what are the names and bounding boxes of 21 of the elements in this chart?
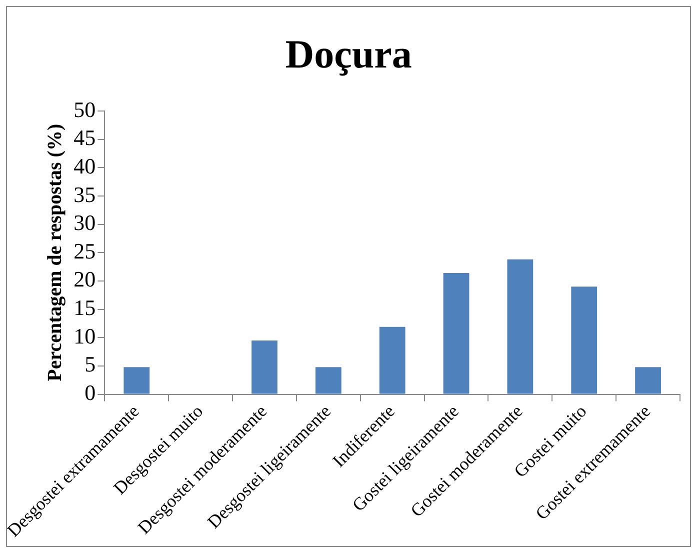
y-axis-title: Percentagem de respostas (%) xyxy=(44,124,66,382)
y-tick-label: 10 xyxy=(74,323,96,348)
y-tick-label: 20 xyxy=(74,266,96,292)
bar xyxy=(635,367,661,394)
y-tick-label: 35 xyxy=(74,182,96,207)
bar xyxy=(379,326,406,394)
y-tick-label: 5 xyxy=(84,352,96,377)
y-tick-label: 50 xyxy=(74,96,96,122)
bar xyxy=(252,340,278,394)
y-tick-label: 30 xyxy=(74,210,96,236)
y-tick-label: 0 xyxy=(84,380,96,406)
bar xyxy=(124,367,150,394)
bar xyxy=(443,273,470,394)
bar xyxy=(571,286,598,394)
y-tick-label: 45 xyxy=(74,125,96,150)
y-tick-label: 15 xyxy=(74,295,96,320)
y-tick-label: 40 xyxy=(74,153,96,178)
bar xyxy=(315,367,342,394)
chart-title: Doçura xyxy=(285,31,412,76)
bar xyxy=(507,259,534,394)
y-tick-label: 25 xyxy=(74,238,96,264)
